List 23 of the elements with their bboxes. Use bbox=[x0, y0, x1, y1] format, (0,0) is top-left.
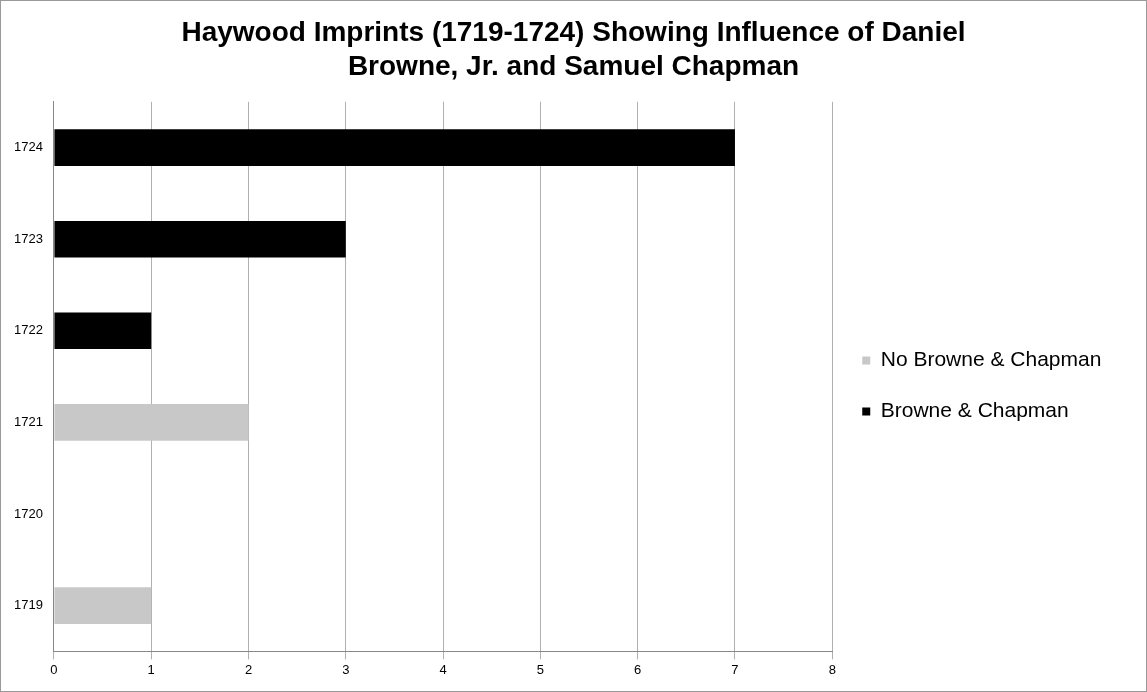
y-tick-label: 1719 bbox=[14, 597, 43, 613]
x-tick-label: 7 bbox=[731, 661, 739, 677]
bar bbox=[54, 129, 735, 166]
x-tick-label: 5 bbox=[536, 661, 544, 677]
x-tick-label: 1 bbox=[147, 661, 155, 677]
bar bbox=[54, 220, 346, 258]
x-tick-label: 8 bbox=[828, 661, 836, 677]
bar bbox=[54, 587, 152, 624]
x-tick-label: 3 bbox=[342, 661, 350, 677]
bar bbox=[54, 312, 152, 350]
bar bbox=[54, 404, 249, 441]
x-tick-label: 2 bbox=[244, 661, 253, 677]
y-tick-label: 1723 bbox=[14, 230, 43, 246]
y-tick-label: 1721 bbox=[14, 413, 43, 429]
y-tick-label: 1722 bbox=[14, 322, 43, 338]
y-tick-label: 1720 bbox=[14, 505, 43, 521]
legend-label: Browne & Chapman bbox=[880, 398, 1069, 422]
x-tick-label: 0 bbox=[50, 661, 58, 677]
legend-label: No Browne & Chapman bbox=[880, 347, 1102, 371]
x-tick-label: 4 bbox=[439, 661, 447, 677]
y-tick-label: 1724 bbox=[14, 139, 43, 155]
chart-title: Haywood Imprints (1719-1724) Showing Influence of Daniel Browne, Jr. and Samuel Chapman bbox=[180, 15, 967, 83]
x-tick-label: 6 bbox=[634, 661, 642, 677]
